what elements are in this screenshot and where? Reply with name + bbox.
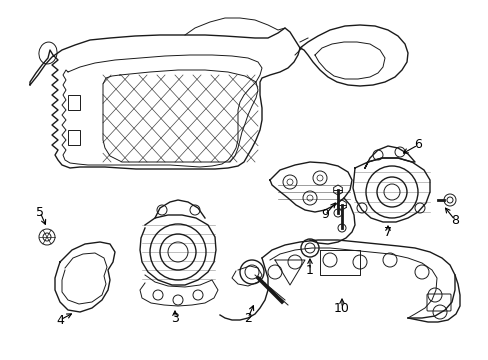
Text: 3: 3 (171, 311, 179, 324)
Text: 1: 1 (305, 264, 313, 276)
Text: 5: 5 (36, 206, 44, 219)
Text: 10: 10 (333, 302, 349, 315)
Text: 4: 4 (56, 314, 64, 327)
Text: 8: 8 (450, 213, 458, 226)
Text: 2: 2 (244, 311, 251, 324)
Text: 7: 7 (383, 225, 391, 238)
Text: 9: 9 (321, 208, 328, 221)
Text: 6: 6 (413, 139, 421, 152)
